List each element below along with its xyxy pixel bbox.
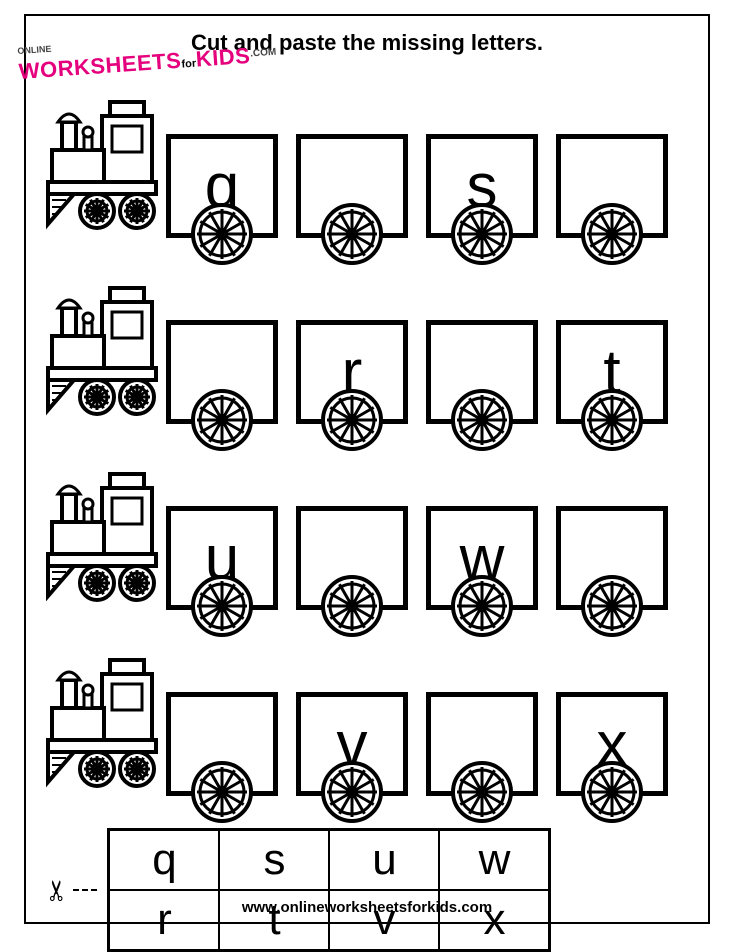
- wheel-icon: [451, 575, 513, 642]
- train-car: x: [556, 692, 668, 796]
- wheel-icon: [321, 761, 383, 828]
- wheel-icon: [581, 203, 643, 270]
- worksheet-page: ONLINE WORKSHEETSforKIDS.COM Cut and pas…: [0, 0, 734, 950]
- train-car: s: [426, 134, 538, 238]
- train-car: t: [556, 320, 668, 424]
- train-row: r t: [44, 256, 690, 424]
- wheel-icon: [451, 389, 513, 456]
- wheel-icon: [581, 389, 643, 456]
- train-cars: v x: [166, 692, 668, 796]
- wheel-icon: [321, 389, 383, 456]
- train-row: u w: [44, 442, 690, 610]
- train-car: [426, 320, 538, 424]
- cut-letter-cell[interactable]: s: [219, 830, 329, 890]
- trains-container: q s: [44, 70, 690, 796]
- wheel-icon: [191, 575, 253, 642]
- wheel-icon: [581, 575, 643, 642]
- wheel-icon: [581, 761, 643, 828]
- train-car: [166, 320, 278, 424]
- train-car: u: [166, 506, 278, 610]
- train-car: v: [296, 692, 408, 796]
- worksheet-frame: ONLINE WORKSHEETSforKIDS.COM Cut and pas…: [24, 14, 710, 924]
- train-car: q: [166, 134, 278, 238]
- wheel-icon: [321, 575, 383, 642]
- train-engine: [44, 460, 160, 610]
- wheel-icon: [191, 761, 253, 828]
- train-engine-icon: [44, 88, 160, 238]
- train-car: [296, 134, 408, 238]
- train-engine-icon: [44, 460, 160, 610]
- logo-main2: KIDS: [195, 43, 251, 72]
- train-cars: q s: [166, 134, 668, 238]
- train-engine: [44, 88, 160, 238]
- cut-letter-cell[interactable]: w: [439, 830, 549, 890]
- train-engine-icon: [44, 646, 160, 796]
- train-car: [426, 692, 538, 796]
- cut-letters-grid: qsuwrtvx: [107, 828, 551, 952]
- cut-letter-cell[interactable]: q: [109, 830, 219, 890]
- train-engine: [44, 646, 160, 796]
- train-car: r: [296, 320, 408, 424]
- wheel-icon: [321, 203, 383, 270]
- train-car: [556, 134, 668, 238]
- train-engine-icon: [44, 274, 160, 424]
- wheel-icon: [451, 761, 513, 828]
- cut-dash-line: [73, 889, 97, 891]
- train-car: [556, 506, 668, 610]
- train-engine: [44, 274, 160, 424]
- logo-tld: .COM: [250, 47, 277, 60]
- train-car: [296, 506, 408, 610]
- train-car: [166, 692, 278, 796]
- train-row: q s: [44, 70, 690, 238]
- cut-paste-strip: ✂ qsuwrtvx: [44, 828, 690, 952]
- logo-online: ONLINE: [17, 44, 52, 56]
- logo-for: for: [181, 58, 196, 71]
- train-cars: u w: [166, 506, 668, 610]
- train-car: w: [426, 506, 538, 610]
- wheel-icon: [451, 203, 513, 270]
- wheel-icon: [191, 389, 253, 456]
- wheel-icon: [191, 203, 253, 270]
- train-cars: r t: [166, 320, 668, 424]
- train-row: v x: [44, 628, 690, 796]
- footer-url: www.onlineworksheetsforkids.com: [26, 899, 708, 916]
- cut-letter-cell[interactable]: u: [329, 830, 439, 890]
